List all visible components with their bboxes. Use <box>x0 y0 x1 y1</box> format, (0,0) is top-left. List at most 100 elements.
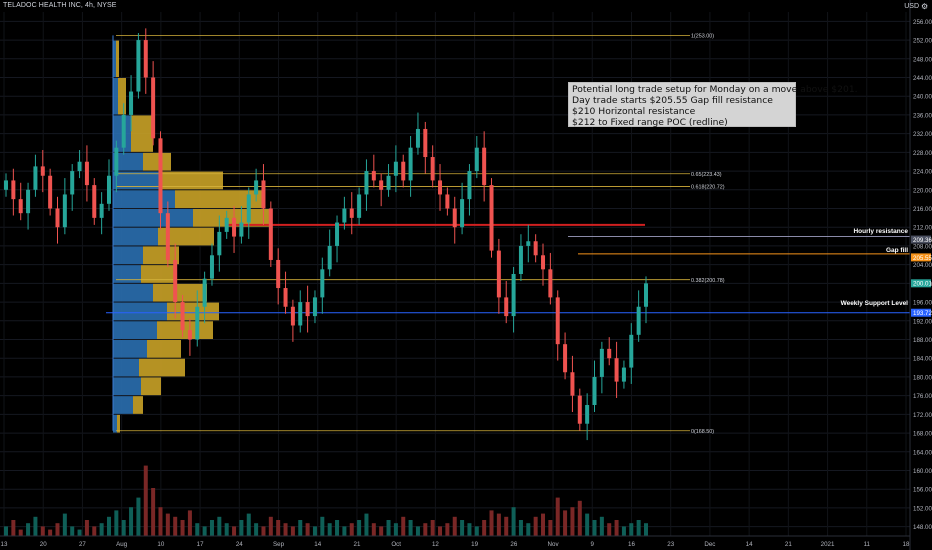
volume-bar <box>151 488 156 536</box>
x-tick-label: 12 <box>432 541 439 548</box>
candle-body <box>592 376 597 405</box>
volume-bar <box>474 526 479 536</box>
y-tick-label: 220.00 <box>913 187 932 194</box>
volume-bar <box>555 497 560 536</box>
volume-bar <box>239 520 244 536</box>
volume-bar <box>482 520 487 536</box>
candle-body <box>393 161 398 176</box>
volume-bar <box>621 526 626 536</box>
candle-body <box>430 157 435 181</box>
y-tick-label: 240.00 <box>913 94 932 101</box>
volume-bar <box>423 523 428 536</box>
volume-profile-sell <box>116 40 119 77</box>
candle-body <box>548 269 553 298</box>
candle-body <box>445 194 450 209</box>
volume-bar <box>92 526 97 536</box>
candle-body <box>460 199 465 228</box>
candle-body <box>511 274 516 317</box>
candle-body <box>614 358 619 382</box>
candle-body <box>386 175 391 190</box>
volume-bar <box>342 526 347 536</box>
candle-body <box>312 297 317 317</box>
x-tick-label: 13 <box>1 541 8 548</box>
volume-bar <box>209 520 214 536</box>
volume-bar <box>504 516 509 536</box>
candle-body <box>99 203 104 218</box>
y-tick-label: 228.00 <box>913 150 932 157</box>
x-tick-label: 16 <box>628 541 635 548</box>
candle-body <box>84 161 89 186</box>
volume-profile-sell <box>117 414 120 433</box>
volume-profile <box>112 35 271 433</box>
volume-bar <box>268 516 273 536</box>
candle-body <box>18 199 23 214</box>
volume-profile-sell <box>147 340 181 358</box>
x-tick-label: Sep <box>273 541 285 548</box>
x-tick-label: 19 <box>471 541 478 548</box>
candle-body <box>290 306 295 326</box>
candle-body <box>518 245 523 274</box>
x-tick-label: 9 <box>591 541 595 548</box>
volume-profile-buy <box>113 78 118 115</box>
volume-bar <box>570 507 575 536</box>
x-tick-label: 11 <box>864 541 871 548</box>
volume-bar <box>158 507 163 536</box>
volume-bar <box>438 526 443 536</box>
volume-bar <box>246 513 251 536</box>
gear-icon[interactable]: ⚙ <box>921 2 929 11</box>
candle-body <box>496 250 501 298</box>
volume-bar <box>548 520 553 536</box>
annotation-box[interactable]: Potential long trade setup for Monday on… <box>568 82 858 128</box>
volume-bar <box>541 513 546 536</box>
volume-bar <box>84 520 89 536</box>
price-tag-label: 200.01 <box>913 281 932 288</box>
candle-body <box>261 180 266 209</box>
candle-body <box>349 208 354 218</box>
candle-body <box>408 147 413 181</box>
volume-bar <box>599 516 604 536</box>
candle-body <box>577 395 582 424</box>
gap-fill-label: Gap fill <box>885 247 908 254</box>
volume-profile-buy <box>113 283 153 302</box>
volume-profile-buy <box>113 396 133 414</box>
candle-body <box>607 348 612 359</box>
volume-bar <box>445 523 450 536</box>
x-tick-label: Dec <box>704 541 715 548</box>
y-tick-label: 232.00 <box>913 131 932 138</box>
annotation-line: $210 Horizontal resistance <box>572 106 696 117</box>
x-tick-label: 23 <box>667 541 674 548</box>
volume-bar <box>224 523 229 536</box>
volume-profile-buy <box>113 40 116 77</box>
volume-profile-sell <box>161 171 223 190</box>
candle-body <box>268 208 273 260</box>
volume-bar <box>187 510 192 536</box>
candle-body <box>452 208 457 228</box>
volume-bar <box>40 526 45 536</box>
x-tick-label: 26 <box>510 541 517 548</box>
volume-bar <box>114 510 119 536</box>
y-tick-label: 248.00 <box>913 56 932 63</box>
fib-label: 0.618(220.72) <box>691 185 725 191</box>
volume-profile-sell <box>141 265 175 283</box>
volume-profile-sell <box>175 190 265 208</box>
candle-body <box>165 213 170 260</box>
volume-bar <box>489 510 494 536</box>
currency-label[interactable]: USD <box>904 3 919 10</box>
candle-body <box>327 245 332 270</box>
candle-body <box>209 255 214 279</box>
volume-profile-sell <box>118 78 126 115</box>
candle-body <box>305 302 310 317</box>
candle-body <box>48 175 53 209</box>
price-tag-label: 205.55 <box>913 255 932 262</box>
price-tag <box>911 308 931 317</box>
candle-body <box>92 185 97 218</box>
volume-profile-sell <box>193 209 271 227</box>
volume-bar <box>452 516 457 536</box>
x-tick-label: 10 <box>157 541 164 548</box>
volume-bar <box>563 510 568 536</box>
fib-label: 0(168.50) <box>691 429 714 435</box>
candle-body <box>423 128 428 158</box>
volume-bar <box>62 513 67 536</box>
candle-body <box>114 147 119 176</box>
volume-bar <box>26 523 31 536</box>
